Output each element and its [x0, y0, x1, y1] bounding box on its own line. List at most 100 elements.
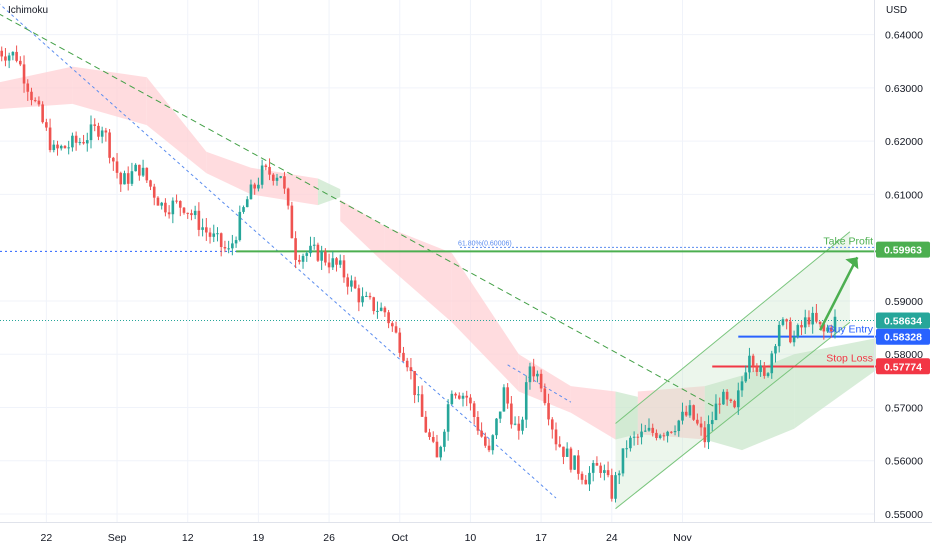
candle-body	[402, 352, 405, 361]
candle-body	[558, 444, 562, 447]
candle-body	[666, 431, 669, 436]
candle-body	[63, 145, 67, 149]
candle-body	[562, 446, 565, 457]
candle-body	[655, 432, 658, 438]
buy-entry-price-tag: 0.58328	[884, 332, 922, 344]
candle-body	[89, 124, 93, 141]
candle-down	[335, 256, 338, 272]
candle-body	[361, 296, 364, 303]
candle-body	[197, 210, 201, 230]
candle-body	[298, 259, 301, 262]
kumo-bear-segment	[637, 386, 705, 440]
x-tick-label: 26	[323, 532, 335, 544]
candle-body	[327, 262, 331, 268]
candle-down	[45, 118, 48, 131]
candle-up	[141, 159, 145, 177]
candle-body	[294, 238, 297, 260]
indicator-label[interactable]: Ichimoku	[8, 5, 49, 16]
candle-up	[309, 236, 312, 257]
candle-down	[428, 428, 431, 440]
candle-up	[260, 159, 264, 189]
candle-body	[379, 307, 383, 311]
candle-down	[558, 436, 562, 448]
candle-body	[305, 253, 309, 256]
candle-up	[130, 162, 134, 187]
current-price-tag: 0.58634	[884, 315, 922, 327]
candle-down	[298, 254, 301, 265]
candle-down	[112, 156, 115, 171]
x-tick-label: Oct	[392, 532, 408, 544]
candle-up	[361, 287, 364, 307]
candle-body	[465, 395, 469, 398]
candle-up	[78, 137, 82, 146]
target-arrow-head	[845, 257, 859, 270]
candle-up	[629, 435, 632, 452]
candle-down	[402, 346, 405, 362]
candle-up	[770, 350, 774, 379]
candle-up	[234, 236, 238, 248]
candle-body	[190, 213, 193, 216]
kumo-bull-segment	[615, 391, 638, 440]
candle-down	[26, 79, 30, 101]
candle-down	[342, 255, 346, 283]
y-tick-label: 0.57000	[885, 402, 923, 414]
candle-down	[353, 276, 357, 290]
candle-down	[0, 46, 4, 62]
candle-down	[829, 324, 833, 338]
candle-down	[684, 405, 688, 417]
candle-body	[502, 387, 506, 412]
candle-up	[722, 389, 725, 405]
x-tick-label: 24	[606, 532, 618, 544]
candle-body	[41, 104, 44, 123]
x-tick-label: 12	[182, 532, 194, 544]
candle-down	[394, 321, 398, 334]
candle-up	[71, 132, 74, 152]
candle-down	[543, 383, 547, 406]
candle-up	[275, 173, 279, 186]
candle-body	[234, 240, 238, 244]
candle-down	[476, 411, 480, 435]
candle-up	[376, 301, 379, 319]
candle-up	[614, 471, 617, 503]
candle-body	[231, 243, 234, 249]
candle-down	[190, 209, 193, 221]
candle-body	[524, 382, 528, 420]
candle-body	[766, 373, 770, 376]
kumo-bull-segment	[704, 375, 742, 451]
candle-down	[465, 390, 469, 407]
y-tick-label: 0.59000	[885, 296, 923, 308]
candle-down	[271, 173, 275, 186]
candle-up	[528, 362, 532, 390]
candle-body	[175, 200, 178, 202]
candle-body	[15, 51, 18, 61]
candle-body	[435, 441, 439, 458]
candle-body	[573, 455, 576, 470]
candle-body	[193, 210, 197, 216]
stop-loss-price-tag: 0.57774	[884, 361, 922, 373]
candle-down	[550, 417, 554, 439]
candle-down	[138, 164, 141, 181]
candle-up	[85, 132, 89, 152]
x-tick-label: Nov	[673, 532, 692, 544]
candle-body	[800, 325, 803, 328]
x-tick-label: 19	[253, 532, 265, 544]
candle-body	[56, 144, 59, 149]
candle-down	[324, 248, 327, 266]
candle-body	[290, 205, 294, 239]
candle-down	[346, 273, 349, 295]
candle-down	[480, 422, 483, 438]
candle-body	[495, 418, 498, 436]
candle-body	[242, 207, 245, 212]
candle-up	[100, 126, 104, 144]
candle-body	[19, 60, 22, 65]
candle-down	[420, 385, 424, 418]
candle-down	[454, 392, 457, 399]
candle-down	[517, 416, 521, 440]
candle-down	[435, 434, 439, 458]
candle-up	[766, 372, 770, 378]
candle-body	[718, 403, 721, 405]
candle-down	[718, 397, 721, 414]
candle-down	[104, 127, 108, 142]
candle-body	[472, 403, 476, 418]
